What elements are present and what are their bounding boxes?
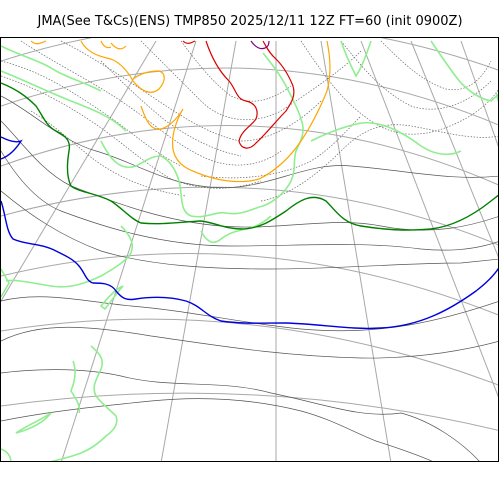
- isotherm-orange: [100, 40, 112, 49]
- latitude-line: [1, 186, 498, 246]
- coastline: [200, 215, 272, 243]
- isotherm: [300, 40, 498, 135]
- map-canvas: [1, 38, 498, 461]
- coastline: [100, 52, 304, 218]
- coastline: [1, 448, 12, 461]
- isotherm: [1, 296, 498, 332]
- coastline: [70, 360, 81, 414]
- coastlines: [1, 40, 498, 461]
- isotherms-warm: [30, 40, 331, 183]
- meridian-line: [1, 40, 157, 302]
- coastline: [50, 345, 118, 461]
- isotherm-red: [205, 40, 295, 149]
- map-title: JMA(See T&Cs)(ENS) TMP850 2025/12/11 12Z…: [37, 14, 463, 29]
- isotherm: [60, 40, 322, 142]
- meridian-line: [410, 40, 498, 258]
- isotherm: [140, 40, 362, 121]
- latitude-line: [1, 318, 498, 386]
- isotherms-dotted: [1, 40, 498, 202]
- isotherm: [1, 190, 498, 270]
- coastline: [15, 412, 52, 434]
- graticule: [1, 38, 498, 461]
- latitude-line: [1, 392, 498, 431]
- isotherm: [180, 40, 292, 102]
- coastline: [1, 45, 102, 92]
- isotherm-blue: [1, 136, 23, 160]
- isotherm: [1, 60, 182, 167]
- isotherms-purple: [250, 40, 270, 50]
- meridian-line: [460, 40, 498, 147]
- isotherm-green: [1, 82, 498, 231]
- isotherm: [380, 40, 492, 91]
- meridian-line: [61, 40, 197, 461]
- isotherms-solid: [1, 95, 498, 461]
- isotherm-zero: [1, 82, 498, 231]
- isotherm: [1, 95, 498, 189]
- meridian-line: [360, 40, 498, 398]
- isotherm-orange: [80, 40, 165, 93]
- coastline: [99, 285, 124, 311]
- latitude-line: [1, 38, 498, 71]
- isotherm-orange: [140, 40, 331, 183]
- latitude-line: [1, 67, 498, 126]
- isotherm: [20, 40, 282, 166]
- isotherm-blue: [1, 200, 498, 330]
- isotherm: [1, 75, 262, 189]
- isotherm: [1, 150, 498, 251]
- isotherm-red: [182, 40, 196, 44]
- isotherm-minus: [1, 136, 498, 330]
- isotherm: [100, 60, 242, 157]
- isotherm: [1, 398, 433, 461]
- meridian-line: [160, 40, 237, 461]
- weather-map: [0, 37, 499, 462]
- coastline: [340, 40, 372, 78]
- isotherm: [200, 115, 362, 179]
- isotherm-orange: [110, 42, 127, 50]
- isotherms-hot: [182, 40, 295, 149]
- latitude-line: [1, 253, 498, 316]
- coastline: [495, 92, 498, 103]
- isotherm-orange: [30, 40, 47, 45]
- isotherm: [340, 40, 492, 110]
- meridian-line: [320, 40, 392, 461]
- coastline: [1, 268, 10, 298]
- isotherm-purple: [250, 40, 270, 50]
- isotherm: [260, 124, 498, 202]
- isotherm: [1, 369, 480, 461]
- isotherm: [30, 110, 187, 197]
- isotherm: [1, 326, 498, 359]
- coastline: [310, 121, 462, 156]
- coastline: [430, 40, 498, 102]
- coastline: [5, 225, 133, 288]
- coastline: [1, 70, 127, 132]
